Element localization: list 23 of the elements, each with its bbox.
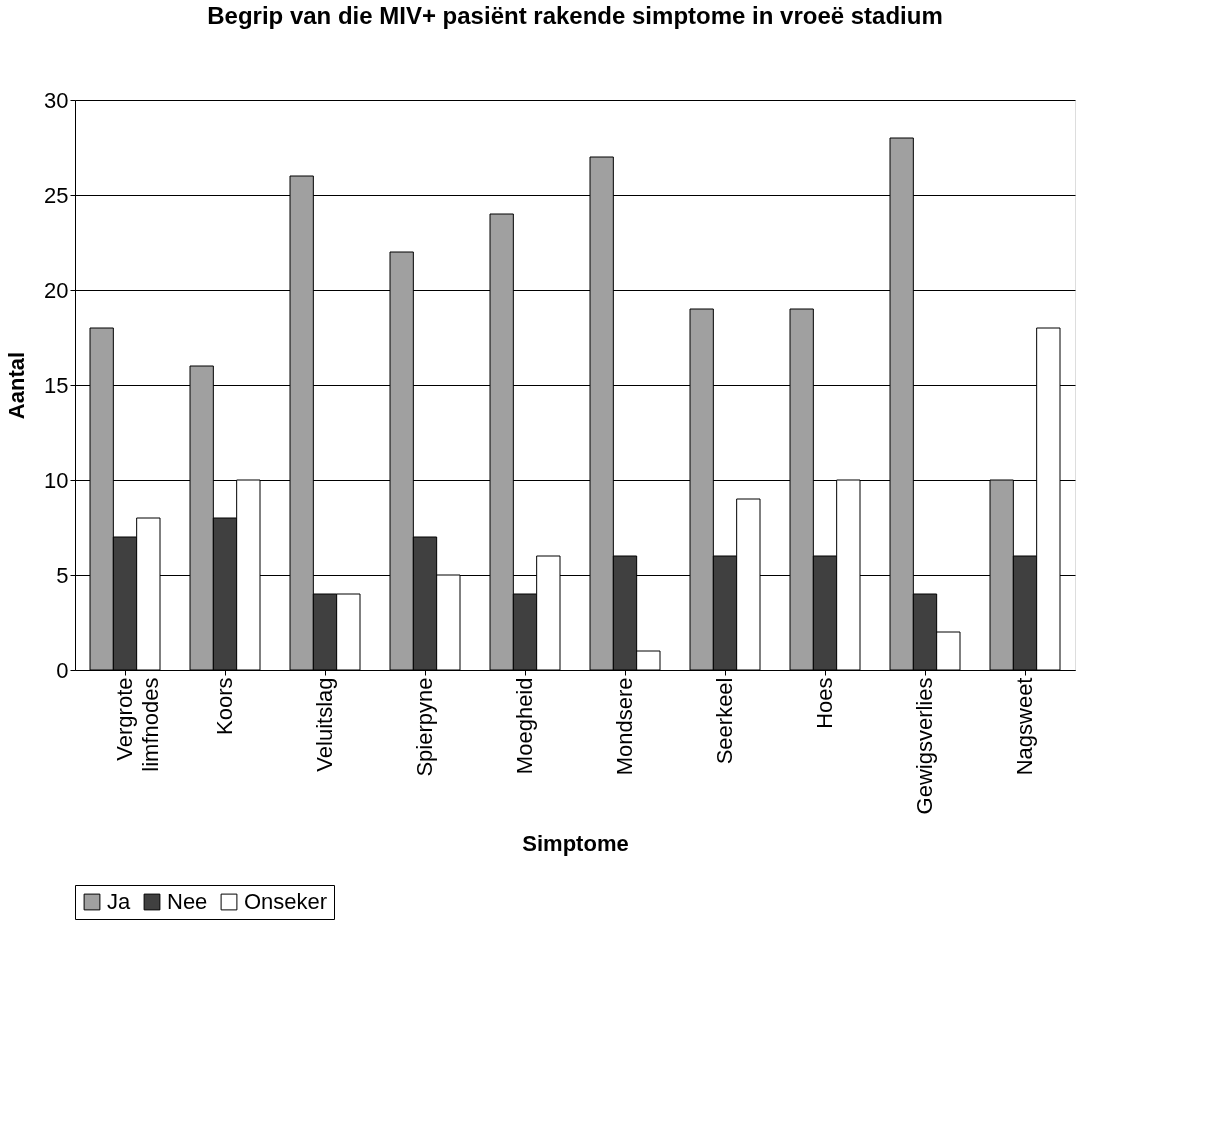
y-tick-label: 25 bbox=[44, 182, 69, 208]
x-tick-label: Seerkeel bbox=[712, 677, 737, 765]
x-tick-label: Veluitslag bbox=[312, 677, 337, 772]
x-tick-label: Vergrote limfnodes bbox=[112, 677, 163, 772]
x-tick-label: Hoes bbox=[812, 677, 837, 729]
legend-label: Ja bbox=[107, 889, 131, 914]
x-tick-label: Spierpyne bbox=[412, 677, 437, 777]
y-tick-label: 5 bbox=[56, 562, 69, 588]
y-tick-label: 0 bbox=[56, 657, 69, 683]
x-axis-title: Simptome bbox=[522, 831, 629, 857]
y-axis-title: Aantal bbox=[4, 351, 30, 420]
y-tick-label: 30 bbox=[44, 87, 69, 113]
x-tick-label: Moegheid bbox=[512, 677, 537, 775]
x-tick-label: Mondsere bbox=[612, 677, 637, 776]
y-tick-label: 20 bbox=[44, 277, 69, 303]
y-tick-label: 15 bbox=[44, 372, 69, 398]
chart-title: Begrip van die MIV+ pasiënt rakende simptome in vroeë stadium bbox=[207, 2, 943, 29]
legend-label: Nee bbox=[167, 889, 208, 914]
x-tick-label: Gewigsverlies bbox=[912, 677, 937, 815]
x-tick-label: Koors bbox=[212, 677, 237, 735]
legend-label: Onseker bbox=[244, 889, 328, 914]
x-tick-label: Nagsweet bbox=[1012, 677, 1037, 776]
y-tick-label: 10 bbox=[44, 467, 69, 493]
